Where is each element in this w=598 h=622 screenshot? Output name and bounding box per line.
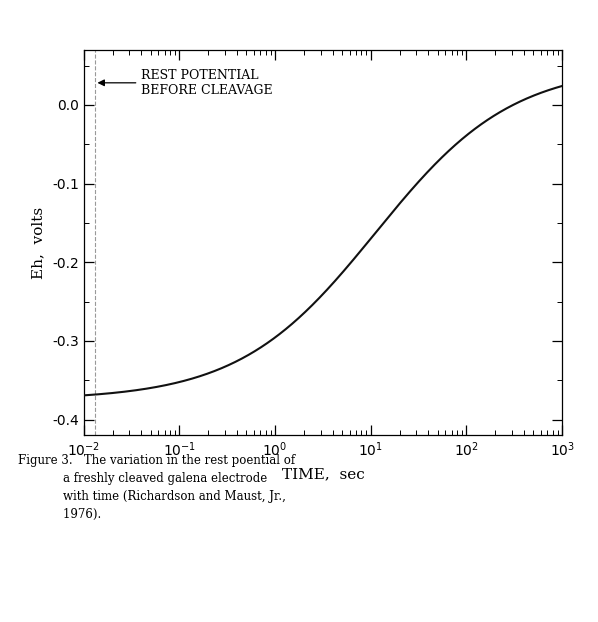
X-axis label: TIME,  sec: TIME, sec [282,467,364,481]
Text: Figure 3.   The variation in the rest poential of
            a freshly cleaved : Figure 3. The variation in the rest poen… [18,454,295,521]
Text: REST POTENTIAL
BEFORE CLEAVAGE: REST POTENTIAL BEFORE CLEAVAGE [99,69,273,97]
Y-axis label: Eh,  volts: Eh, volts [31,207,45,279]
